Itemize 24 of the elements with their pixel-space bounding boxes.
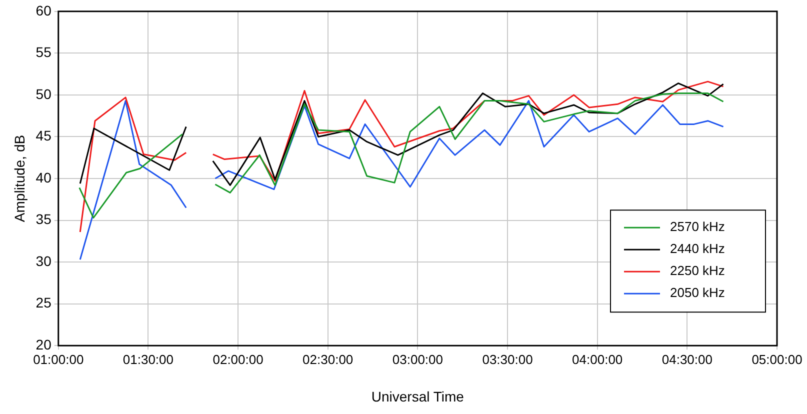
y-tick-label: 60 — [36, 2, 52, 18]
x-tick-label: 01:00:00 — [33, 352, 84, 367]
y-tick-label: 35 — [36, 211, 52, 228]
y-tick-label: 20 — [36, 336, 52, 352]
x-axis-title: Universal Time — [371, 388, 464, 404]
x-tick-label: 04:00:00 — [572, 352, 623, 367]
x-tick-label: 02:30:00 — [302, 352, 354, 367]
y-tick-label: 45 — [36, 128, 52, 144]
x-tick-label: 04:30:00 — [662, 352, 712, 367]
y-tick-label: 50 — [36, 86, 52, 102]
y-tick-label: 25 — [36, 294, 52, 311]
legend-label: 2250 kHz — [670, 263, 725, 278]
x-tick-label: 01:30:00 — [122, 352, 174, 367]
legend-label: 2050 kHz — [670, 285, 725, 300]
x-tick-label: 03:00:00 — [392, 352, 443, 367]
x-tick-label: 03:30:00 — [482, 352, 533, 367]
legend-label: 2570 kHz — [670, 219, 725, 234]
y-axis-title: Amplitude, dB — [11, 134, 28, 222]
x-tick-label: 02:00:00 — [212, 352, 264, 367]
x-tick-label: 05:00:00 — [752, 352, 802, 367]
y-tick-label: 40 — [36, 169, 52, 186]
y-tick-label: 55 — [36, 44, 52, 60]
y-tick-label: 30 — [36, 252, 52, 269]
legend-label: 2440 kHz — [670, 241, 725, 256]
